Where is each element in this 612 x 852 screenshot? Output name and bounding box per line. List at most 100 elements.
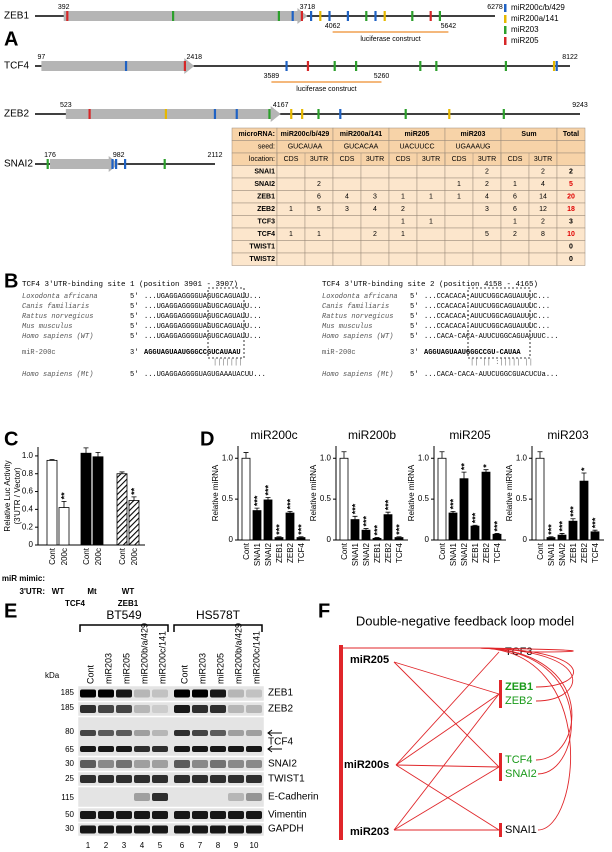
- table-location: 3UTR: [534, 156, 552, 163]
- lane-number: 3: [122, 841, 127, 850]
- strand-end: 5': [130, 313, 138, 321]
- target-bar: [499, 823, 502, 837]
- cds-arrow: [65, 106, 281, 122]
- band: [192, 760, 208, 768]
- table-seed: UGAAAUG: [455, 144, 490, 151]
- x-tick-label: SNAI1: [547, 542, 556, 566]
- row-name: SNAI1: [254, 169, 275, 176]
- band: [134, 746, 150, 752]
- significance: ***: [296, 524, 306, 535]
- table-cell: [444, 252, 474, 266]
- y-tick-label: 0.4: [22, 504, 34, 513]
- table-value: 2: [401, 206, 405, 213]
- feedback-edge: [479, 647, 574, 653]
- x-tick-label: Cont: [118, 547, 127, 565]
- feedback-edge: [479, 647, 573, 702]
- band: [174, 689, 190, 698]
- y-tick-label: 0.5: [418, 494, 430, 503]
- bar: [350, 519, 360, 541]
- band: [228, 775, 244, 783]
- significance: ***: [492, 520, 502, 531]
- binding-site: [319, 11, 322, 21]
- band: [152, 811, 168, 819]
- binding-site: [438, 11, 441, 21]
- table-cell: [500, 240, 530, 254]
- table-seed: UACUUCC: [400, 144, 435, 151]
- y-tick-label: 0.5: [320, 494, 332, 503]
- gene-label: TCF4: [65, 599, 86, 608]
- bar: [80, 452, 92, 546]
- band: [152, 689, 168, 698]
- y-tick-label: 1.0: [22, 451, 34, 460]
- utr-label: Mt: [87, 587, 97, 596]
- y-tick-label: 0: [29, 540, 34, 549]
- strand-end: 5': [130, 303, 138, 311]
- band: [152, 760, 168, 768]
- species: Rattus norvegicus: [22, 313, 93, 321]
- band: [246, 775, 262, 783]
- model-title: Double-negative feedback loop model: [356, 613, 574, 628]
- significance: ***: [394, 524, 404, 535]
- error-bar: [592, 529, 598, 532]
- table-cell: [360, 252, 390, 266]
- lane-label: miR203: [103, 653, 113, 684]
- sequence: ...CCACACA-AUUCUGGCAGUAUUUC...: [424, 303, 550, 311]
- significance: ***: [263, 484, 273, 495]
- lane-number: 1: [86, 841, 91, 850]
- strand-end: 5': [130, 323, 138, 331]
- position-label: 4062: [325, 23, 341, 30]
- sequence: ...CCACACA-AUUCUGGCAGUAUUUC...: [424, 323, 550, 331]
- table-value: 2: [513, 231, 517, 238]
- significance: ***: [372, 525, 382, 536]
- legend-label: miR203: [511, 25, 539, 34]
- error-bar: [243, 452, 249, 459]
- band: [98, 825, 114, 834]
- binding-site: [317, 109, 320, 119]
- bar: [535, 457, 545, 541]
- binding-site: [383, 11, 386, 21]
- significance: **: [59, 492, 69, 500]
- y-tick-label: 0.8: [22, 469, 34, 478]
- table-location: CDS: [508, 156, 523, 163]
- band: [246, 705, 262, 713]
- table-cell: [332, 165, 362, 179]
- species: Mus musculus: [22, 323, 72, 331]
- marker: 30: [65, 759, 74, 768]
- table-cell: [304, 240, 334, 254]
- bar: [285, 512, 295, 541]
- table-value: 1: [457, 194, 461, 201]
- table-location: 3UTR: [422, 156, 440, 163]
- band: [174, 825, 190, 834]
- band: [174, 811, 190, 819]
- gene-name: TCF4: [4, 61, 29, 72]
- lane-label: Cont: [179, 664, 189, 684]
- table-value: 3: [485, 206, 489, 213]
- x-tick-label: SNAI2: [362, 542, 371, 566]
- error-bar: [570, 518, 576, 522]
- significance: ***: [590, 517, 600, 528]
- binding-site: [411, 11, 414, 21]
- sequence: ...UGAGGAGGGGUAGUGAAAUACUU...: [144, 371, 266, 379]
- table-total: 2: [569, 169, 573, 176]
- band: [192, 705, 208, 713]
- sequence: AGGUAGUAAUGGGCCGUCAUAAU: [144, 349, 241, 357]
- chart-title: miR203: [547, 428, 589, 442]
- lane-number: 6: [180, 841, 185, 850]
- error-bar: [450, 510, 456, 514]
- row-name: ZEB2: [257, 206, 275, 213]
- sequence: ...CACA-CACA-AUUCUGGCAGUAUUUC...: [424, 333, 558, 341]
- band: [134, 811, 150, 819]
- band: [134, 689, 150, 698]
- protein-label: SNAI2: [268, 759, 297, 770]
- position-label: 8122: [562, 54, 578, 61]
- band: [98, 730, 114, 736]
- band: [246, 760, 262, 768]
- significance: ***: [546, 524, 556, 535]
- binding-site: [448, 109, 451, 119]
- position-label: 97: [37, 54, 45, 61]
- feedback-edge: [479, 647, 574, 688]
- position-label: 6278: [487, 4, 503, 11]
- y-tick-label: 1.0: [320, 453, 332, 462]
- significance: ***: [350, 503, 360, 514]
- bar: [361, 529, 371, 541]
